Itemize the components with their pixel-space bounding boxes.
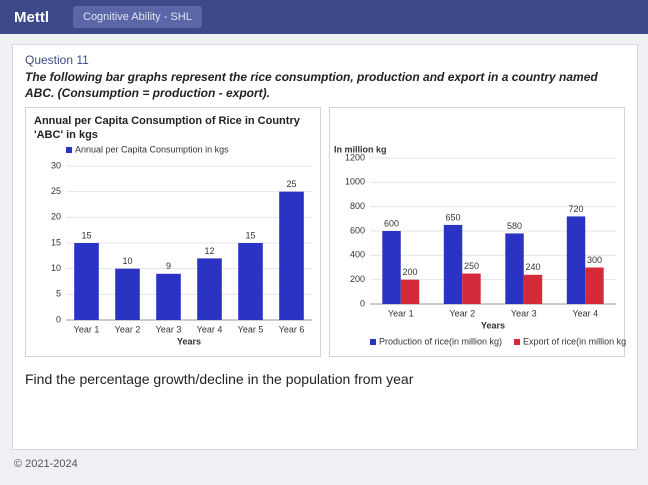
bar — [74, 243, 99, 320]
bar — [462, 273, 481, 304]
footer: © 2021-2024 — [14, 458, 78, 470]
value-label: 720 — [569, 204, 584, 214]
value-label: 300 — [587, 255, 602, 265]
y-tick-label: 15 — [51, 237, 61, 247]
x-tick-label: Year 6 — [279, 324, 305, 334]
y-tick-label: 30 — [51, 160, 61, 170]
value-label: 580 — [507, 221, 522, 231]
value-label: 600 — [384, 218, 399, 228]
y-tick-label: 25 — [51, 186, 61, 196]
value-label: 15 — [245, 230, 255, 240]
y-tick-label: 400 — [350, 250, 365, 260]
x-tick-label: Year 1 — [74, 324, 100, 334]
chart-title: Annual per Capita Consumption of Rice in… — [34, 115, 300, 141]
x-tick-label: Year 2 — [449, 308, 475, 318]
y-tick-label: 600 — [350, 225, 365, 235]
value-label: 10 — [122, 256, 132, 266]
question-number: Question 11 — [25, 53, 89, 67]
value-label: 200 — [402, 267, 417, 277]
legend-label: Export of rice(in million kg) — [523, 336, 626, 346]
chart-svg: 0 5 10 15 20 25 30 Year 1 15 Year 2 10 Year 3 9 Year … — [51, 144, 312, 346]
bar — [400, 279, 420, 304]
bar — [115, 268, 140, 320]
y-tick-label: 5 — [56, 289, 61, 299]
x-tick-label: Year 3 — [156, 324, 182, 334]
y-tick-label: 0 — [56, 314, 61, 324]
y-axis-label: In million kg — [334, 144, 387, 154]
value-label: 240 — [525, 262, 540, 272]
value-label: 25 — [286, 179, 296, 189]
value-label: 650 — [446, 212, 461, 222]
bar — [585, 267, 604, 304]
bar — [156, 273, 181, 320]
value-label: 15 — [81, 230, 91, 240]
question-panel: Question 11 The following bar graphs rep… — [12, 44, 638, 450]
legend-swatch — [370, 339, 376, 345]
chart: Annual per Capita Consumption of Rice in… — [25, 107, 321, 357]
y-tick-label: 20 — [51, 212, 61, 222]
y-tick-label: 200 — [350, 274, 365, 284]
y-tick-label: 10 — [51, 263, 61, 273]
y-tick-label: 1200 — [345, 152, 365, 162]
value-label: 12 — [204, 246, 214, 256]
x-tick-label: Year 2 — [115, 324, 141, 334]
bar — [566, 216, 586, 304]
y-tick-label: 1000 — [345, 177, 365, 187]
chart-title — [338, 114, 616, 142]
bar — [279, 191, 304, 320]
x-tick-label: Year 4 — [197, 324, 223, 334]
bar — [523, 274, 543, 304]
legend-swatch — [514, 339, 521, 345]
bar — [197, 258, 222, 320]
legend-label: Annual per Capita Consumption in kgs — [75, 144, 229, 154]
brand: Mettl — [14, 8, 49, 26]
top-bar: Mettl Cognitive Ability - SHL — [0, 0, 648, 34]
bar — [505, 233, 524, 304]
bar — [443, 224, 463, 304]
bar — [238, 243, 263, 320]
x-tick-label: Year 3 — [511, 308, 537, 318]
tab[interactable]: Cognitive Ability - SHL — [73, 6, 202, 28]
value-label: 250 — [464, 261, 479, 271]
x-tick-label: Year 1 — [388, 308, 414, 318]
bar — [382, 231, 401, 304]
y-tick-label: 0 — [360, 298, 365, 308]
y-tick-label: 800 — [350, 201, 365, 211]
x-axis-label: Years — [177, 336, 201, 346]
legend-label: Production of rice(in million kg) — [379, 336, 502, 346]
x-axis-label: Years — [481, 320, 505, 330]
charts: Annual per Capita Consumption of Rice in… — [25, 107, 626, 357]
chart: In million kg 0 200 400 600 800 1000 1200 Year 1… — [329, 107, 626, 357]
x-tick-label: Year 5 — [238, 324, 264, 334]
legend-swatch — [66, 147, 72, 153]
chart-svg: In million kg 0 200 400 600 800 1000 1200 Year 1… — [334, 144, 626, 346]
x-tick-label: Year 4 — [572, 308, 598, 318]
question-prompt: Find the percentage growth/decline in th… — [25, 371, 414, 387]
value-label: 9 — [166, 261, 171, 271]
question-intro: The following bar graphs represent the r… — [25, 70, 598, 100]
